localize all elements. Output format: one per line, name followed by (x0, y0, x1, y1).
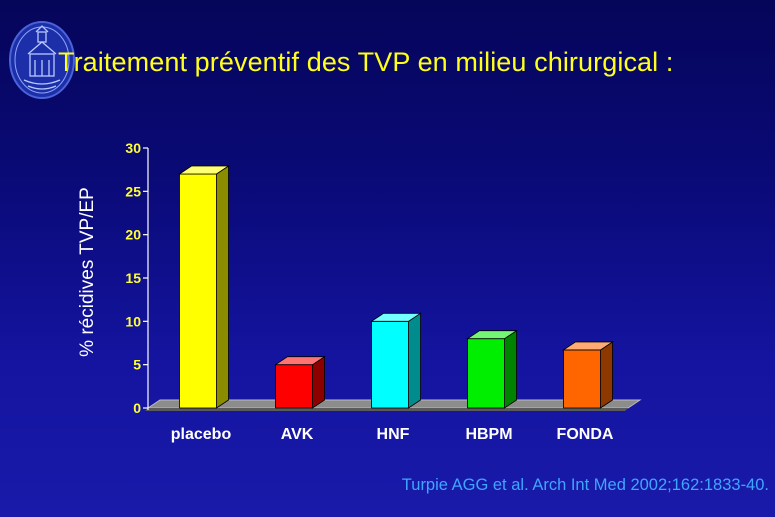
bar-top (370, 312, 422, 322)
y-tick-label: 20 (125, 227, 141, 243)
y-tick-label: 15 (125, 270, 141, 286)
bar-side (216, 165, 229, 409)
bar-top (562, 341, 614, 351)
bar-front (563, 349, 601, 409)
bar-side (504, 329, 517, 409)
bar-top (178, 165, 230, 175)
x-tick-label: AVK (281, 426, 314, 443)
y-tick-label: 25 (125, 183, 141, 199)
x-tick-label: FONDA (557, 426, 614, 443)
bar-front (371, 320, 409, 409)
y-tick-label: 0 (133, 400, 141, 416)
y-tick-label: 10 (125, 313, 141, 329)
bar-top (466, 330, 518, 340)
bar-side (312, 355, 325, 409)
bar-front (179, 173, 217, 409)
hospital-logo-icon (9, 21, 75, 99)
bar-hbpm (466, 329, 518, 409)
bar-top (274, 356, 326, 366)
bar-front (467, 338, 505, 409)
citation: Turpie AGG et al. Arch Int Med 2002;162:… (401, 476, 769, 494)
chart-floor-edge (145, 408, 628, 411)
x-tick-label: HNF (377, 426, 410, 443)
bar-front (275, 364, 313, 409)
bar-side (408, 312, 421, 409)
y-axis-label: % récidives TVP/EP (77, 187, 98, 357)
y-tick-label: 5 (133, 357, 141, 373)
x-tick-label: placebo (171, 426, 232, 443)
bar-hnf (370, 312, 422, 409)
bar-fonda (562, 341, 614, 409)
bar-side (600, 341, 613, 409)
bar-avk (274, 355, 326, 409)
slide-title: Traitement préventif des TVP en milieu c… (58, 47, 674, 77)
x-tick-label: HBPM (465, 426, 512, 443)
bar-placebo (178, 165, 230, 409)
y-tick-label: 30 (125, 140, 141, 156)
